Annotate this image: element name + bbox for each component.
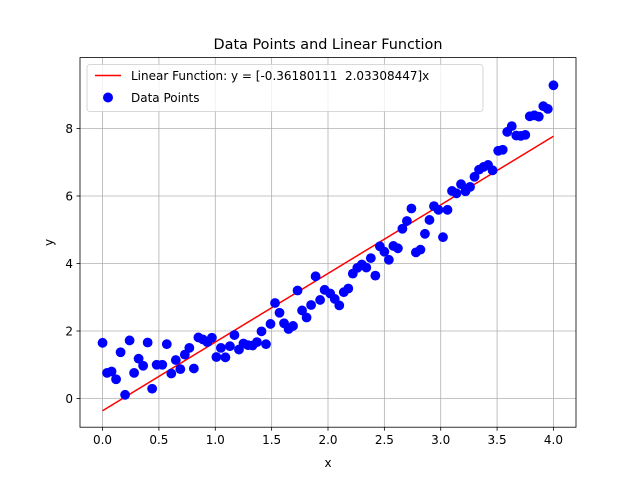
data-point xyxy=(542,104,553,114)
scatter-series xyxy=(97,80,559,400)
data-point xyxy=(220,352,231,363)
data-point xyxy=(487,165,498,176)
data-point xyxy=(420,228,430,239)
data-point xyxy=(206,332,217,343)
data-point xyxy=(229,330,240,340)
data-point xyxy=(343,283,354,294)
data-point xyxy=(469,171,480,182)
legend-point-swatch xyxy=(103,92,113,103)
data-point xyxy=(306,300,316,310)
data-point xyxy=(379,246,390,257)
data-point xyxy=(265,319,276,329)
data-point xyxy=(310,271,321,282)
data-point xyxy=(465,181,475,192)
data-point xyxy=(170,355,181,365)
data-point xyxy=(438,232,448,243)
data-point xyxy=(334,300,345,311)
y-tick-label: 2 xyxy=(65,324,73,338)
data-point xyxy=(361,262,372,273)
x-tick-label: 1.0 xyxy=(206,433,225,447)
data-point xyxy=(520,129,531,140)
data-point xyxy=(424,215,435,225)
x-tick-label: 2.5 xyxy=(375,433,394,447)
legend-box xyxy=(86,64,484,112)
y-tick-label: 8 xyxy=(65,122,73,136)
y-tick-label: 4 xyxy=(65,257,73,271)
data-point xyxy=(97,337,108,348)
data-point xyxy=(157,359,168,370)
data-point xyxy=(370,270,381,281)
data-point xyxy=(111,374,121,385)
data-point xyxy=(383,254,394,265)
data-point xyxy=(288,321,298,331)
data-point xyxy=(142,337,153,348)
data-point xyxy=(270,298,280,308)
data-point xyxy=(274,307,285,318)
data-point xyxy=(402,216,412,226)
data-point xyxy=(138,360,149,371)
data-point xyxy=(129,367,140,378)
data-point xyxy=(115,347,126,358)
data-point xyxy=(315,295,326,305)
line-series xyxy=(102,135,554,412)
data-point xyxy=(292,285,303,296)
data-point xyxy=(456,179,466,190)
data-point xyxy=(297,305,307,316)
x-tick-label: 0.0 xyxy=(93,433,112,447)
data-point xyxy=(147,383,158,394)
x-tick-label: 3.5 xyxy=(488,433,507,447)
data-point xyxy=(415,244,426,255)
data-point xyxy=(397,223,408,234)
chart-title: Data Points and Linear Function xyxy=(214,37,443,53)
data-point xyxy=(451,188,462,199)
grid-lines xyxy=(80,57,576,428)
data-point xyxy=(166,368,177,379)
data-point xyxy=(252,337,262,348)
data-point xyxy=(106,366,117,377)
legend-point-label: Data Points xyxy=(131,91,200,105)
data-point xyxy=(120,389,130,400)
x-axis-label: x xyxy=(324,456,331,470)
data-point xyxy=(256,326,267,337)
data-point xyxy=(188,363,199,374)
data-point xyxy=(225,341,235,352)
legend: Linear Function: y = [-0.36180111 2.0330… xyxy=(86,64,484,112)
data-point xyxy=(442,204,453,215)
data-point xyxy=(184,342,195,353)
data-point xyxy=(548,80,559,91)
data-point xyxy=(161,339,172,350)
legend-line-label: Linear Function: y = [-0.36180111 2.0330… xyxy=(131,69,429,83)
y-axis-label: y xyxy=(42,239,56,246)
x-tick-label: 4.0 xyxy=(544,433,563,447)
data-point xyxy=(216,342,226,353)
data-point xyxy=(433,204,444,215)
x-tick-label: 2.0 xyxy=(318,433,337,447)
data-point xyxy=(124,335,135,346)
y-tick-label: 6 xyxy=(65,189,73,203)
data-point xyxy=(406,203,417,214)
x-axis-ticks: 0.0 0.5 1.0 1.5 2.0 2.5 3.0 3.5 4.0 xyxy=(93,427,563,447)
x-tick-label: 0.5 xyxy=(149,433,168,447)
data-point xyxy=(261,339,271,350)
x-tick-label: 1.5 xyxy=(262,433,281,447)
data-point xyxy=(175,364,186,375)
data-point xyxy=(497,144,508,155)
y-axis-ticks: 0 2 4 6 8 xyxy=(65,122,80,406)
data-point xyxy=(533,111,544,122)
data-point xyxy=(301,312,312,323)
y-tick-label: 0 xyxy=(65,392,73,406)
data-point xyxy=(365,253,376,263)
data-point xyxy=(211,352,222,362)
data-point xyxy=(133,353,144,364)
data-point xyxy=(506,121,517,132)
x-tick-label: 3.0 xyxy=(431,433,450,447)
data-point xyxy=(392,243,403,254)
linear-function-line xyxy=(102,135,554,412)
